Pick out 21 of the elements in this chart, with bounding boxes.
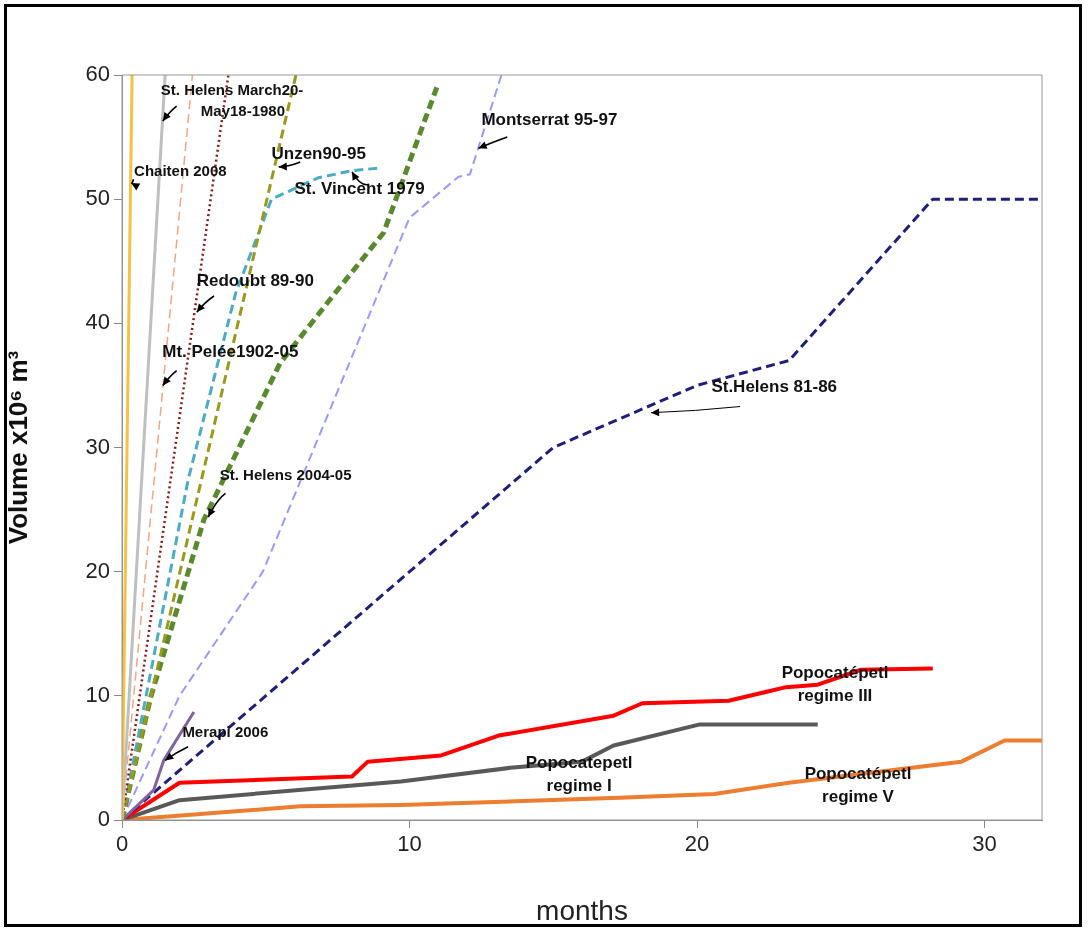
y-tick-label: 30 bbox=[85, 433, 110, 459]
series-label: Chaiten 2008 bbox=[134, 161, 227, 179]
series-label: St. Helens 2004-05 bbox=[219, 465, 352, 483]
y-tick-label: 0 bbox=[97, 806, 110, 832]
series-label: St. Helens March20- May18-1980 bbox=[160, 80, 304, 119]
series-label: St.Helens 81-86 bbox=[711, 376, 838, 396]
y-tick-label: 10 bbox=[85, 681, 110, 707]
series-label: St. Vincent 1979 bbox=[294, 179, 425, 199]
x-tick-label: 20 bbox=[684, 831, 710, 857]
x-tick-label: 10 bbox=[397, 831, 422, 857]
y-axis-title: Volume x10⁶ m³ bbox=[2, 350, 33, 545]
series-label: Montserrat 95-97 bbox=[481, 109, 618, 129]
series-label: Redoubt 89-90 bbox=[196, 271, 314, 291]
y-tick-label: 20 bbox=[85, 557, 110, 583]
y-tick-label: 60 bbox=[85, 61, 110, 87]
series-label: Unzen90-95 bbox=[271, 144, 366, 164]
y-tick-label: 40 bbox=[85, 309, 110, 335]
x-axis-title: months bbox=[536, 894, 628, 926]
x-tick-label: 0 bbox=[115, 831, 129, 857]
y-tick-label: 50 bbox=[85, 185, 110, 211]
x-tick-label: 30 bbox=[972, 831, 997, 857]
